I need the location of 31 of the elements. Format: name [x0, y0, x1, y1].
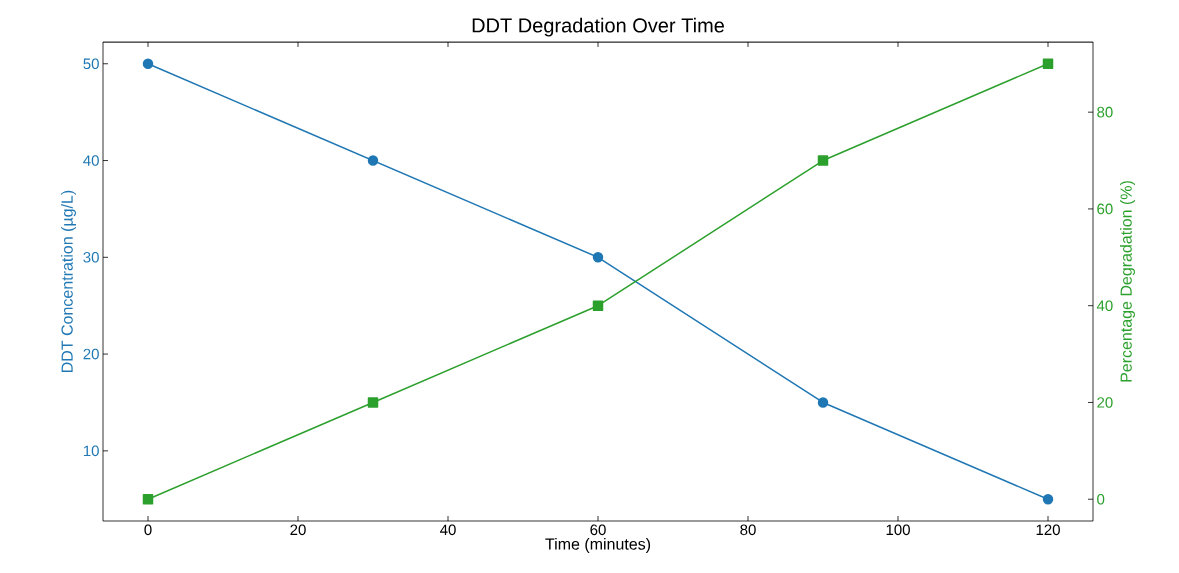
y-tick-label: 50 — [83, 58, 99, 70]
x-tick-label: 80 — [740, 524, 756, 536]
x-tick-label: 40 — [440, 524, 456, 536]
point — [1042, 493, 1054, 505]
point — [1042, 58, 1054, 70]
point — [367, 155, 379, 166]
y-tick-label: 30 — [83, 252, 99, 263]
point — [817, 155, 829, 166]
x-tick-label: 100 — [886, 524, 910, 536]
point — [142, 58, 154, 70]
y2-axis-title: Percentage Degradation (%) — [1120, 181, 1135, 382]
x-tick-label: 0 — [144, 524, 152, 536]
y2-tick-label: 80 — [1097, 106, 1113, 118]
y2-tick-label: 40 — [1096, 300, 1113, 311]
x-tick-label: 20 — [290, 524, 306, 536]
point — [367, 397, 379, 408]
x-tick-label: 60 — [590, 524, 606, 536]
y-tick-label: 20 — [83, 348, 99, 360]
y2-tick-label: 20 — [1097, 397, 1113, 408]
y-tick-label: 10 — [83, 445, 99, 457]
point — [592, 300, 604, 311]
y2-tick-label: 0 — [1097, 493, 1105, 505]
point — [142, 493, 154, 505]
point — [592, 252, 604, 263]
y-tick-label: 40 — [83, 155, 99, 166]
y-axis-title: DDT Concentration (µg/L) — [61, 190, 76, 372]
point — [817, 397, 829, 408]
y2-tick-label: 60 — [1097, 203, 1113, 215]
chart-title: DDT Degradation Over Time — [472, 17, 724, 37]
x-tick-label: 120 — [1036, 524, 1060, 536]
x-axis-title: Time (minutes) — [545, 537, 651, 553]
